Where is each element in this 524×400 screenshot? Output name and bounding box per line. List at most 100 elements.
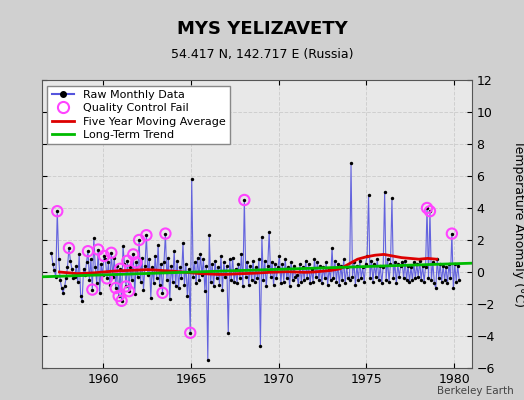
Point [384, 256, 392, 262]
Point [110, 254, 118, 261]
Point [269, 282, 278, 288]
Point [421, 264, 430, 270]
Point [157, 261, 165, 267]
Point [223, 262, 231, 269]
Point [114, 293, 123, 299]
Point [247, 277, 256, 283]
Point [341, 280, 350, 286]
Point [367, 258, 376, 264]
Legend: Raw Monthly Data, Quality Control Fail, Five Year Moving Average, Long-Term Tren: Raw Monthly Data, Quality Control Fail, … [48, 86, 230, 144]
Point [391, 259, 399, 266]
Point [243, 259, 252, 266]
Point [379, 264, 387, 270]
Point [63, 264, 72, 270]
Point [56, 277, 64, 283]
Point [436, 261, 444, 267]
Point [141, 262, 149, 269]
Point [108, 274, 117, 280]
Point [363, 253, 372, 259]
Point [364, 192, 373, 198]
Point [205, 232, 213, 238]
Point [416, 258, 424, 264]
Point [452, 278, 461, 285]
Point [405, 278, 413, 285]
Point [232, 266, 240, 272]
Point [402, 277, 411, 283]
Point [103, 275, 111, 282]
Point [331, 258, 339, 264]
Point [426, 208, 434, 214]
Point [60, 283, 69, 290]
Point [174, 285, 183, 291]
Point [170, 248, 178, 254]
Text: 54.417 N, 142.717 E (Russia): 54.417 N, 142.717 E (Russia) [171, 48, 353, 61]
Point [145, 256, 154, 262]
Point [419, 262, 427, 269]
Point [53, 208, 61, 214]
Point [386, 261, 395, 267]
Point [125, 288, 133, 294]
Point [214, 264, 222, 270]
Point [312, 274, 320, 280]
Point [430, 280, 439, 286]
Point [358, 264, 367, 270]
Point [414, 274, 422, 280]
Point [206, 278, 215, 285]
Point [112, 285, 120, 291]
Point [310, 256, 319, 262]
Point [256, 342, 265, 349]
Text: Berkeley Earth: Berkeley Earth [437, 386, 514, 396]
Point [52, 274, 60, 280]
Point [132, 259, 140, 266]
Point [230, 278, 238, 285]
Point [78, 298, 86, 304]
Point [107, 250, 115, 256]
Point [86, 256, 95, 262]
Point [347, 160, 355, 166]
Point [329, 275, 337, 282]
Point [195, 277, 203, 283]
Point [107, 250, 115, 256]
Point [238, 283, 247, 290]
Point [449, 285, 457, 291]
Point [377, 280, 386, 286]
Point [300, 277, 309, 283]
Point [411, 275, 420, 282]
Point [303, 275, 311, 282]
Point [199, 256, 208, 262]
Point [58, 285, 66, 291]
Point [284, 264, 292, 270]
Point [253, 275, 261, 282]
Point [158, 290, 167, 296]
Point [260, 258, 269, 264]
Point [117, 298, 126, 304]
Point [190, 259, 199, 266]
Point [68, 266, 76, 272]
Point [101, 256, 110, 262]
Point [308, 266, 316, 272]
Point [447, 230, 456, 237]
Point [77, 293, 85, 299]
Point [412, 261, 421, 267]
Point [429, 259, 437, 266]
Point [147, 294, 155, 301]
Point [100, 253, 108, 259]
Point [304, 261, 313, 267]
Point [237, 251, 246, 258]
Point [262, 283, 270, 290]
Point [129, 251, 137, 258]
Point [54, 256, 63, 262]
Point [132, 259, 140, 266]
Point [182, 261, 190, 267]
Point [296, 261, 304, 267]
Point [271, 261, 279, 267]
Point [340, 256, 348, 262]
Point [210, 283, 218, 290]
Point [353, 262, 361, 269]
Point [169, 278, 177, 285]
Point [356, 258, 364, 264]
Point [426, 208, 434, 214]
Point [264, 262, 272, 269]
Point [49, 261, 57, 267]
Point [112, 285, 120, 291]
